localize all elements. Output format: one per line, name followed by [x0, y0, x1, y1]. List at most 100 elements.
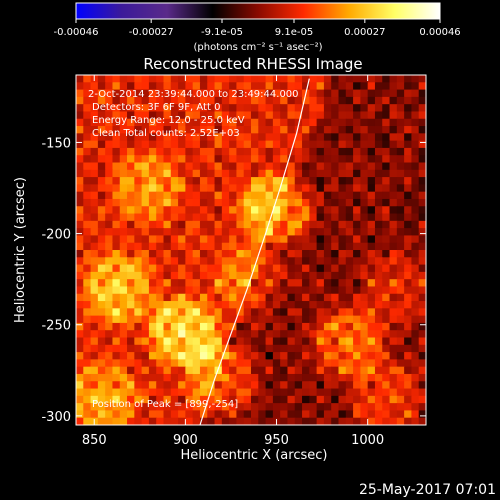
heatmap-cell [170, 271, 179, 280]
heatmap-cell [192, 242, 201, 251]
heatmap-cell [258, 352, 267, 360]
heatmap-cell [418, 220, 426, 229]
heatmap-cell [134, 191, 143, 200]
heatmap-cell [382, 257, 391, 266]
heatmap-cell [360, 388, 369, 397]
colorbar-tick-label: 0.00046 [419, 27, 460, 38]
heatmap-cell [272, 104, 281, 113]
heatmap-cell [76, 337, 84, 346]
annotation-energy-range: Energy Range: 12.0 - 25.0 keV [92, 115, 245, 126]
heatmap-cell [374, 388, 383, 397]
heatmap-cell [105, 198, 114, 207]
heatmap-cell [76, 373, 84, 382]
heatmap-cell [127, 308, 135, 317]
heatmap-cell [185, 308, 194, 317]
heatmap-cell [163, 169, 172, 178]
heatmap-cell [418, 286, 426, 295]
heatmap-cell [163, 359, 172, 368]
heatmap-cell [90, 403, 99, 412]
heatmap-cell [302, 373, 310, 382]
heatmap-cell [185, 330, 194, 339]
heatmap-cell [316, 366, 325, 375]
heatmap-cell [112, 177, 121, 185]
heatmap-cell [236, 220, 245, 229]
heatmap-cell [353, 403, 361, 412]
heatmap-cell [127, 198, 135, 207]
heatmap-cell [323, 220, 332, 229]
heatmap-cell [251, 366, 259, 375]
heatmap-cell [360, 381, 369, 390]
heatmap-cell [251, 359, 259, 368]
heatmap-cell [243, 89, 252, 98]
heatmap-cell [119, 315, 128, 324]
heatmap-cell [243, 213, 252, 222]
heatmap-cell [411, 220, 420, 229]
heatmap-cell [127, 344, 135, 353]
heatmap-cell [127, 381, 135, 390]
heatmap-cell [367, 257, 376, 266]
heatmap-cell [272, 118, 281, 127]
heatmap-cell [199, 213, 208, 222]
heatmap-cell [156, 395, 165, 404]
heatmap-cell [280, 301, 289, 309]
heatmap-cell [221, 395, 230, 404]
heatmap-cell [199, 279, 208, 288]
heatmap-cell [389, 155, 398, 164]
heatmap-cell [294, 257, 303, 266]
heatmap-cell [258, 177, 267, 185]
heatmap-cell [316, 388, 325, 397]
y-axis-ticks: -150-200-250-300 [41, 136, 426, 425]
heatmap-cell [396, 155, 405, 164]
heatmap-cell [214, 315, 223, 324]
heatmap-cell [353, 220, 361, 229]
heatmap-cell [97, 279, 106, 288]
heatmap-cell [251, 250, 259, 258]
heatmap-cell [287, 352, 296, 360]
heatmap-cell [374, 242, 383, 251]
heatmap-cell [309, 373, 318, 382]
heatmap-cell [199, 228, 208, 237]
heatmap-cell [229, 177, 238, 185]
heatmap-cell [90, 104, 99, 113]
heatmap-cell [163, 366, 172, 375]
heatmap-cell [141, 82, 150, 91]
heatmap-cell [280, 271, 289, 280]
heatmap-cell [367, 395, 376, 404]
heatmap-cell [105, 220, 114, 229]
heatmap-cell [331, 96, 340, 105]
heatmap-cell [112, 235, 121, 244]
heatmap-cell [331, 403, 340, 412]
heatmap-cell [389, 147, 398, 156]
heatmap-cell [280, 417, 289, 425]
heatmap-cell [418, 96, 426, 105]
heatmap-cell [90, 191, 99, 200]
heatmap-cell [112, 410, 121, 419]
heatmap-cell [148, 293, 157, 302]
heatmap-cell [404, 366, 413, 375]
heatmap-cell [192, 147, 201, 156]
heatmap-cell [236, 191, 245, 200]
heatmap-cell [345, 169, 354, 178]
heatmap-cell [236, 395, 245, 404]
heatmap-cell [338, 228, 347, 237]
heatmap-cell [236, 257, 245, 266]
heatmap-cell [338, 381, 347, 390]
x-axis-label: Heliocentric X (arcsec) [181, 448, 328, 463]
heatmap-cell [272, 403, 281, 412]
heatmap-cell [389, 373, 398, 382]
heatmap-cell [396, 104, 405, 113]
heatmap-cell [367, 403, 376, 412]
heatmap-cell [83, 322, 92, 331]
heatmap-cell [338, 140, 347, 149]
heatmap-cell [323, 104, 332, 113]
heatmap-cell [302, 388, 310, 397]
y-tick-label: -150 [41, 136, 71, 151]
heatmap-cell [236, 410, 245, 419]
heatmap-cell [411, 206, 420, 215]
heatmap-cell [294, 198, 303, 207]
heatmap-cell [148, 403, 157, 412]
heatmap-cell [127, 104, 135, 113]
heatmap-cell [148, 191, 157, 200]
heatmap-cell [229, 213, 238, 222]
heatmap-cell [389, 220, 398, 229]
